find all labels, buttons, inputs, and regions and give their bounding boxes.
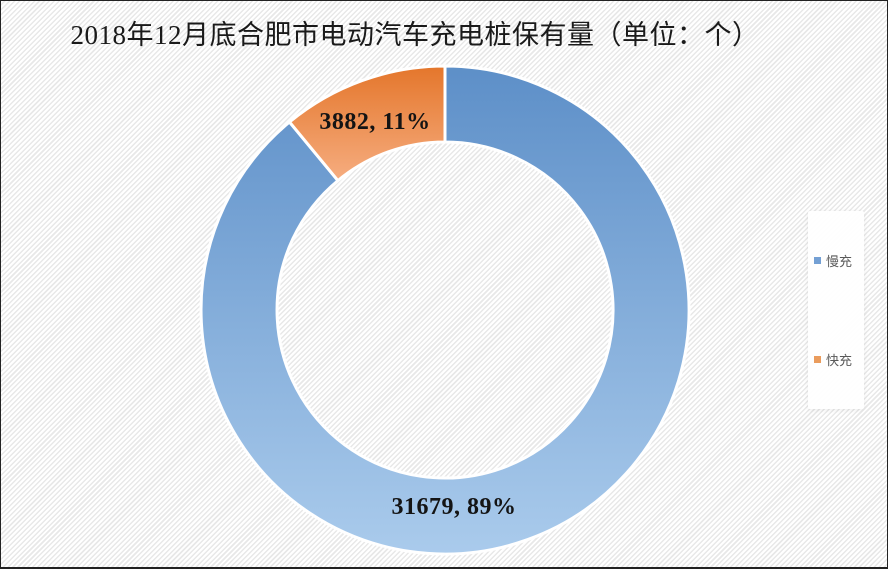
data-label-fast-charging: 3882, 11%: [319, 109, 431, 135]
legend-label-fast-charging: 快充: [826, 353, 853, 368]
data-label-slow-charging: 31679, 89%: [391, 494, 517, 520]
donut-slice-fast-charging: [288, 64, 447, 183]
legend-item-slow-charging: 慢充: [814, 251, 852, 270]
legend-swatch-slow-charging: [814, 257, 821, 264]
legend: 慢充 快充: [808, 211, 864, 409]
legend-label-slow-charging: 慢充: [826, 254, 853, 269]
chart-title: 2018年12月底合肥市电动汽车充电桩保有量（单位：个）: [70, 20, 760, 50]
legend-item-fast-charging: 快充: [814, 350, 852, 369]
legend-swatch-fast-charging: [814, 356, 821, 363]
donut-slice-slow-charging: [199, 64, 691, 556]
